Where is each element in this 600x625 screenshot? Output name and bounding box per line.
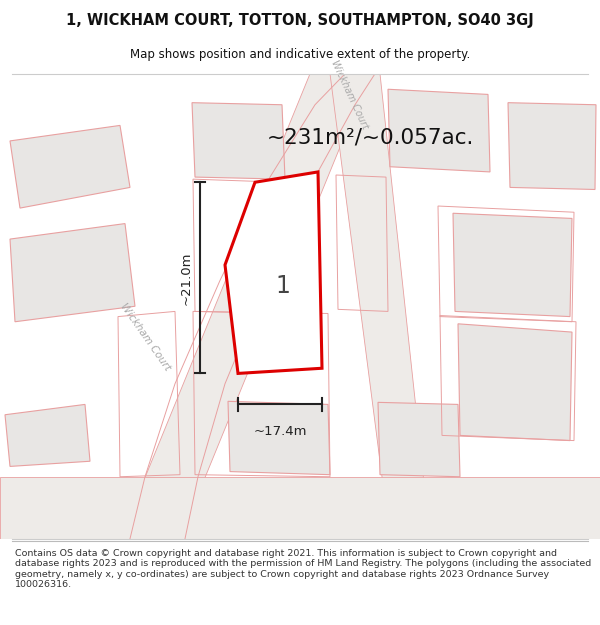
Polygon shape — [10, 126, 130, 208]
Text: ~17.4m: ~17.4m — [253, 425, 307, 438]
Polygon shape — [388, 89, 490, 172]
Polygon shape — [192, 102, 285, 179]
Polygon shape — [330, 74, 430, 539]
Text: ~231m²/~0.057ac.: ~231m²/~0.057ac. — [266, 128, 473, 148]
Polygon shape — [120, 74, 370, 539]
Polygon shape — [378, 402, 460, 477]
Polygon shape — [458, 324, 572, 441]
Polygon shape — [0, 477, 600, 539]
Text: Wickham Court: Wickham Court — [118, 302, 172, 373]
Text: Map shows position and indicative extent of the property.: Map shows position and indicative extent… — [130, 48, 470, 61]
Polygon shape — [225, 172, 322, 373]
Text: Wickham Court: Wickham Court — [329, 58, 370, 131]
Text: Contains OS data © Crown copyright and database right 2021. This information is : Contains OS data © Crown copyright and d… — [15, 549, 591, 589]
Text: 1, WICKHAM COURT, TOTTON, SOUTHAMPTON, SO40 3GJ: 1, WICKHAM COURT, TOTTON, SOUTHAMPTON, S… — [66, 13, 534, 28]
Polygon shape — [228, 401, 330, 474]
Text: 1: 1 — [275, 274, 290, 298]
Polygon shape — [453, 213, 572, 317]
Polygon shape — [508, 102, 596, 189]
Text: ~21.0m: ~21.0m — [179, 251, 193, 304]
Polygon shape — [5, 404, 90, 466]
Polygon shape — [10, 224, 135, 322]
